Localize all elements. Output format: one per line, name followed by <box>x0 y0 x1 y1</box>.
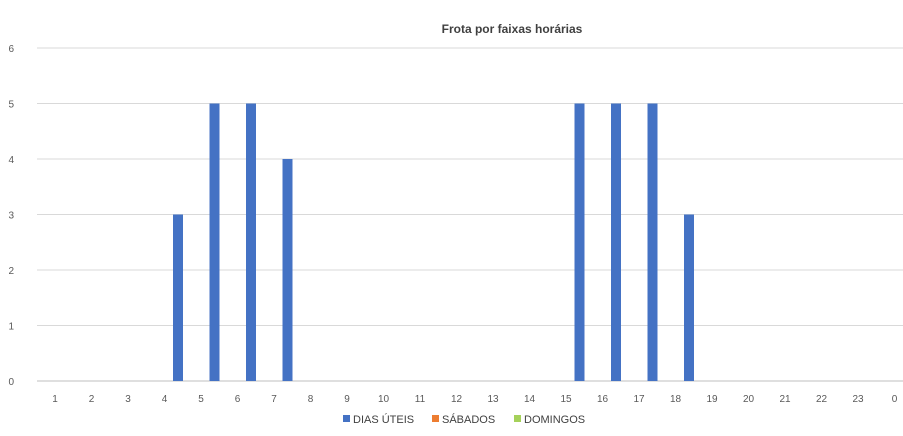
x-tick-label: 4 <box>162 394 168 405</box>
y-tick-label: 4 <box>8 155 14 166</box>
y-tick-label: 6 <box>8 44 14 55</box>
bar-dias-teis <box>574 103 585 381</box>
bar-dias-teis <box>173 214 183 381</box>
x-tick-label: 7 <box>271 394 277 405</box>
y-tick-label: 3 <box>8 211 14 222</box>
legend-swatch <box>514 415 521 422</box>
x-tick-label: 18 <box>670 394 682 405</box>
x-tick-label: 21 <box>779 394 791 405</box>
x-tick-label: 3 <box>125 394 131 405</box>
y-tick-label: 1 <box>8 322 14 333</box>
bars <box>173 103 694 381</box>
x-tick-label: 0 <box>892 394 898 405</box>
legend: DIAS ÚTEIS SÁBADOS DOMINGOS <box>343 413 585 426</box>
y-axis-ticks: 0 1 2 3 4 5 6 <box>8 44 14 388</box>
y-tick-label: 5 <box>8 100 14 111</box>
gridlines <box>37 47 903 382</box>
x-tick-label: 16 <box>597 394 609 405</box>
legend-label: SÁBADOS <box>442 413 495 426</box>
x-tick-label: 10 <box>378 394 390 405</box>
x-tick-label: 1 <box>52 394 58 405</box>
bar-dias-teis <box>647 103 658 381</box>
x-tick-label: 12 <box>451 394 463 405</box>
x-tick-label: 8 <box>308 394 314 405</box>
x-tick-label: 22 <box>816 394 828 405</box>
x-tick-label: 19 <box>706 394 718 405</box>
x-tick-label: 9 <box>344 394 350 405</box>
x-tick-label: 13 <box>487 394 499 405</box>
chart-title: Frota por faixas horárias <box>442 22 583 36</box>
x-tick-label: 6 <box>235 394 241 405</box>
x-tick-label: 14 <box>524 394 536 405</box>
bar-dias-teis <box>209 103 220 381</box>
x-tick-label: 15 <box>560 394 572 405</box>
legend-swatch <box>343 415 350 422</box>
y-tick-label: 0 <box>8 377 14 388</box>
bar-dias-teis <box>611 103 621 381</box>
y-tick-label: 2 <box>8 266 14 277</box>
bar-dias-teis <box>246 103 256 381</box>
legend-swatch <box>432 415 439 422</box>
bar-dias-teis <box>684 214 694 381</box>
x-tick-label: 23 <box>852 394 864 405</box>
x-tick-label: 11 <box>415 394 426 405</box>
x-tick-label: 5 <box>198 394 204 405</box>
x-tick-label: 20 <box>743 394 755 405</box>
x-axis-ticks: 1 2 3 4 5 6 7 8 9 10 11 12 13 14 15 16 17 18 19 20 21 22 23 0 <box>52 394 898 405</box>
x-tick-label: 17 <box>633 394 645 405</box>
bar-dias-teis <box>282 159 293 381</box>
legend-label: DIAS ÚTEIS <box>353 413 414 426</box>
x-tick-label: 2 <box>89 394 95 405</box>
legend-label: DOMINGOS <box>524 414 585 426</box>
